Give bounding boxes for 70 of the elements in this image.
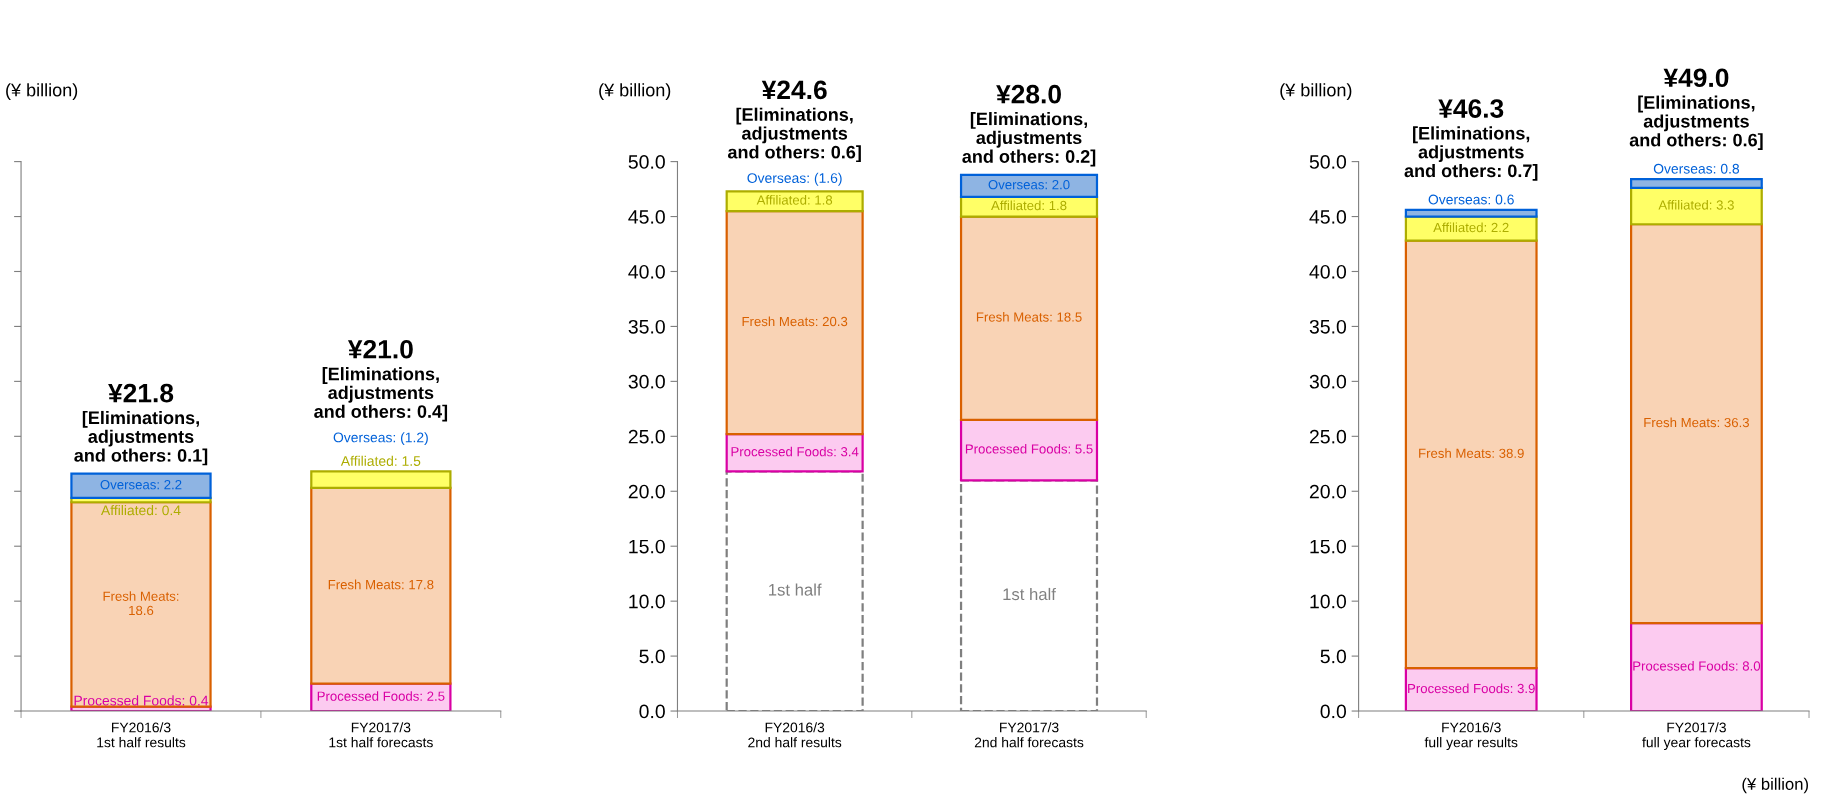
y-tick-label: 45.0 bbox=[1309, 210, 1347, 224]
data-label: Processed Foods: 0.4 bbox=[74, 695, 209, 706]
y-axis-title: (¥ billion) bbox=[6, 83, 78, 101]
x-tick-label: FY2017/3 full year forecasts bbox=[1642, 722, 1751, 751]
y-tick-label: 20.0 bbox=[1309, 484, 1347, 499]
y-tick-label: 10.0 bbox=[1310, 594, 1347, 609]
data-label: Overseas: 0.6 bbox=[1428, 194, 1514, 205]
data-label: Overseas: 2.0 bbox=[988, 179, 1070, 190]
text: ¥49.0 bbox=[1663, 68, 1729, 88]
annotation: [Eliminations, adjustments and others: 0.2] bbox=[962, 112, 1096, 167]
y-tick-label: 0.0 bbox=[1320, 704, 1347, 719]
y-tick-label: 5.0 bbox=[1320, 649, 1347, 664]
data-label: Affiliated: 2.2 bbox=[1433, 222, 1509, 233]
x-tick-label: FY2017/3 2nd half forecasts bbox=[974, 722, 1084, 748]
text: ¥46.3 bbox=[1438, 99, 1504, 118]
data-label: Affiliated: 1.8 bbox=[756, 195, 833, 205]
text: ¥28.0 bbox=[996, 84, 1061, 104]
data-label: Processed Foods: 5.5 bbox=[965, 443, 1093, 454]
y-tick-label: 50.0 bbox=[628, 155, 665, 169]
y-tick-label: 15.0 bbox=[1310, 539, 1347, 554]
annotation: [Eliminations, adjustments and others: 0.7] bbox=[1404, 126, 1538, 181]
data-label: Overseas: 2.2 bbox=[100, 479, 182, 490]
data-label: Fresh Meats: 38.9 bbox=[1419, 448, 1524, 458]
x-tick-label: FY2016/3 2nd half results bbox=[748, 722, 842, 748]
x-tick-label: FY2016/3 full year results bbox=[1424, 722, 1518, 751]
y-tick-label: 35.0 bbox=[1309, 319, 1347, 334]
y-tick-label: 20.0 bbox=[628, 484, 665, 499]
y-tick-label: 25.0 bbox=[628, 429, 665, 444]
y-axis-title: (¥ billion) bbox=[1280, 83, 1352, 101]
data-label: Fresh Meats: 20.3 bbox=[742, 316, 848, 327]
data-label: Fresh Meats: 17.8 bbox=[328, 579, 434, 590]
y-tick-label: 15.0 bbox=[629, 539, 665, 554]
data-label: Fresh Meats: 18.6 bbox=[103, 591, 179, 616]
annotation: [Eliminations, adjustments and others: 0.1] bbox=[74, 410, 208, 466]
data-label: Processed Foods: 3.9 bbox=[1408, 683, 1535, 694]
x-tick-label: FY2016/3 1st half results bbox=[97, 722, 186, 748]
data-label: Affiliated: 3.3 bbox=[1658, 199, 1734, 210]
data-label: Processed Foods: 2.5 bbox=[317, 691, 445, 701]
text: 1st half bbox=[769, 583, 822, 596]
text: (¥ billion) bbox=[1742, 777, 1808, 794]
series-label: 1st half bbox=[1003, 587, 1056, 601]
text: ¥24.6 bbox=[761, 80, 827, 100]
y-tick-label: 40.0 bbox=[1309, 264, 1347, 279]
x-tick-label: FY2017/3 1st half forecasts bbox=[329, 722, 433, 748]
y-tick-label: 45.0 bbox=[628, 210, 665, 224]
annotation: ¥21.0 bbox=[347, 339, 413, 359]
data-label: Processed Foods: 3.4 bbox=[731, 446, 859, 457]
y-tick-label: 35.0 bbox=[628, 319, 665, 334]
annotation: [Eliminations, adjustments and others: 0.4] bbox=[314, 367, 448, 422]
annotation: [Eliminations, adjustments and others: 0.6] bbox=[727, 107, 861, 163]
y-tick-label: 50.0 bbox=[1309, 155, 1347, 169]
data-label: Affiliated: 1.5 bbox=[340, 455, 421, 466]
data-label: Affiliated: 0.4 bbox=[100, 505, 181, 516]
annotation: ¥21.8 bbox=[108, 383, 174, 403]
y-tick-label: 30.0 bbox=[628, 374, 665, 389]
text: Overseas: (1.6) bbox=[747, 172, 842, 186]
y-axis-title: (¥ billion) bbox=[599, 83, 671, 101]
y-tick-label: 30.0 bbox=[1309, 374, 1347, 389]
data-label: Fresh Meats: 18.5 bbox=[976, 312, 1082, 322]
data-label: Affiliated: 1.8 bbox=[991, 200, 1067, 211]
y-tick-label: 5.0 bbox=[639, 649, 665, 664]
text: Overseas: (1.2) bbox=[333, 432, 428, 446]
annotation: [Eliminations, adjustments and others: 0.6] bbox=[1629, 95, 1763, 151]
y-tick-label: 10.0 bbox=[629, 594, 665, 609]
y-tick-label: 25.0 bbox=[1309, 429, 1347, 444]
y-tick-label: 0.0 bbox=[639, 704, 665, 719]
data-label: Fresh Meats: 36.3 bbox=[1644, 417, 1750, 428]
y-tick-label: 40.0 bbox=[628, 264, 665, 279]
data-label: Overseas: 0.8 bbox=[1653, 163, 1740, 174]
data-label: Processed Foods: 8.0 bbox=[1633, 660, 1761, 671]
